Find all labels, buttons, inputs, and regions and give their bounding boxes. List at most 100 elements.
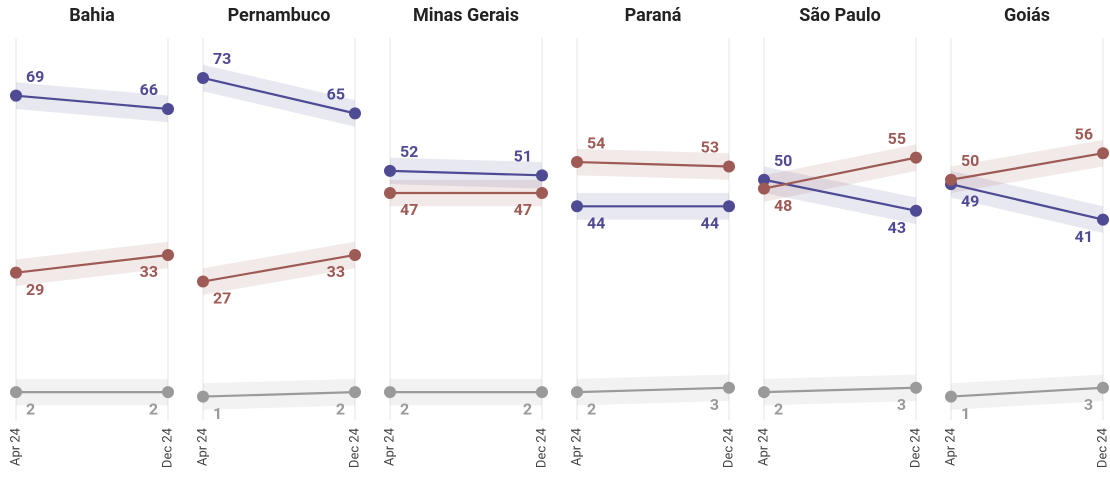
point bbox=[910, 151, 922, 164]
point bbox=[910, 204, 922, 217]
point bbox=[723, 200, 735, 213]
point bbox=[162, 248, 174, 261]
point bbox=[162, 102, 174, 115]
x-tick-label: Dec 24 bbox=[721, 427, 736, 468]
value-label: 41 bbox=[1075, 227, 1093, 246]
series-line bbox=[950, 386, 1104, 398]
value-label: 3 bbox=[897, 395, 906, 414]
value-label: 55 bbox=[888, 129, 906, 148]
point bbox=[758, 182, 770, 195]
value-label: 1 bbox=[961, 404, 970, 423]
x-tick-label: Apr 24 bbox=[943, 427, 958, 466]
point bbox=[723, 381, 735, 394]
value-label: 2 bbox=[336, 399, 345, 418]
point bbox=[10, 266, 22, 279]
point bbox=[536, 187, 548, 200]
value-label: 2 bbox=[774, 399, 783, 418]
point bbox=[1097, 213, 1109, 226]
series-line bbox=[763, 386, 917, 394]
point bbox=[571, 200, 583, 213]
point bbox=[910, 381, 922, 394]
series-line bbox=[576, 386, 730, 394]
point bbox=[349, 386, 361, 399]
panel: Goiás Apr 24 Dec 24 49 41 50 56 1 3 bbox=[943, 5, 1110, 468]
series-line bbox=[763, 178, 917, 212]
point bbox=[384, 187, 396, 200]
value-label: 66 bbox=[140, 80, 158, 99]
x-tick-label: Dec 24 bbox=[160, 427, 175, 468]
value-label: 2 bbox=[587, 399, 596, 418]
point bbox=[162, 386, 174, 399]
panel: Paraná Apr 24 Dec 24 44 44 54 53 2 3 bbox=[569, 5, 736, 468]
series-line bbox=[15, 94, 169, 111]
point bbox=[945, 390, 957, 403]
x-tick-label: Apr 24 bbox=[8, 427, 23, 466]
value-label: 65 bbox=[327, 85, 345, 104]
value-label: 49 bbox=[961, 191, 979, 210]
panel-title: Minas Gerais bbox=[413, 5, 519, 26]
value-label: 3 bbox=[1084, 395, 1093, 414]
value-label: 53 bbox=[701, 138, 719, 157]
value-label: 50 bbox=[961, 151, 979, 170]
value-label: 2 bbox=[149, 399, 158, 418]
value-label: 33 bbox=[327, 262, 345, 281]
series-line bbox=[763, 156, 917, 190]
point bbox=[536, 169, 548, 182]
value-label: 27 bbox=[213, 289, 231, 308]
series-line bbox=[950, 183, 1104, 221]
x-tick-label: Dec 24 bbox=[347, 427, 362, 468]
point bbox=[197, 71, 209, 84]
point bbox=[571, 386, 583, 399]
value-label: 2 bbox=[26, 399, 35, 418]
point bbox=[349, 248, 361, 261]
value-label: 29 bbox=[26, 280, 44, 299]
x-tick-label: Dec 24 bbox=[534, 427, 549, 468]
point bbox=[723, 160, 735, 173]
point bbox=[384, 164, 396, 177]
value-label: 33 bbox=[140, 262, 158, 281]
value-label: 43 bbox=[888, 218, 906, 237]
value-label: 52 bbox=[400, 142, 418, 161]
panel-title: Bahia bbox=[69, 5, 115, 26]
point bbox=[10, 386, 22, 399]
series-line bbox=[576, 160, 730, 168]
series-line bbox=[202, 76, 356, 115]
series-line bbox=[15, 253, 169, 274]
value-label: 47 bbox=[514, 200, 532, 219]
panel-title: Pernambuco bbox=[228, 5, 331, 26]
point bbox=[571, 156, 583, 169]
value-label: 44 bbox=[701, 214, 719, 233]
x-tick-label: Apr 24 bbox=[756, 427, 771, 466]
value-label: 69 bbox=[26, 67, 44, 86]
value-label: 2 bbox=[523, 399, 532, 418]
panel: Minas Gerais Apr 24 Dec 24 52 51 47 47 2 2 bbox=[382, 5, 549, 468]
series-line bbox=[389, 169, 543, 177]
point bbox=[349, 107, 361, 120]
point bbox=[758, 173, 770, 186]
point bbox=[1097, 381, 1109, 394]
value-label: 51 bbox=[514, 147, 532, 166]
point bbox=[1097, 147, 1109, 160]
value-label: 47 bbox=[400, 200, 418, 219]
value-label: 56 bbox=[1075, 124, 1093, 143]
value-label: 50 bbox=[774, 151, 792, 170]
series-line bbox=[202, 253, 356, 283]
panel: Pernambuco Apr 24 Dec 24 73 65 27 33 1 2 bbox=[195, 5, 362, 468]
point bbox=[758, 386, 770, 399]
x-tick-label: Apr 24 bbox=[382, 427, 397, 466]
point bbox=[536, 386, 548, 399]
panel: São Paulo Apr 24 Dec 24 50 43 48 55 2 3 bbox=[756, 5, 923, 468]
panel-title: Paraná bbox=[625, 5, 682, 26]
panel-title: São Paulo bbox=[799, 5, 881, 26]
point bbox=[197, 275, 209, 288]
panel-title: Goiás bbox=[1004, 5, 1050, 26]
value-label: 73 bbox=[213, 49, 231, 68]
x-tick-label: Dec 24 bbox=[908, 427, 923, 468]
x-tick-label: Apr 24 bbox=[195, 427, 210, 466]
value-label: 48 bbox=[774, 196, 792, 215]
value-label: 1 bbox=[213, 404, 222, 423]
value-label: 2 bbox=[400, 399, 409, 418]
point bbox=[10, 89, 22, 102]
x-tick-label: Dec 24 bbox=[1095, 427, 1110, 468]
